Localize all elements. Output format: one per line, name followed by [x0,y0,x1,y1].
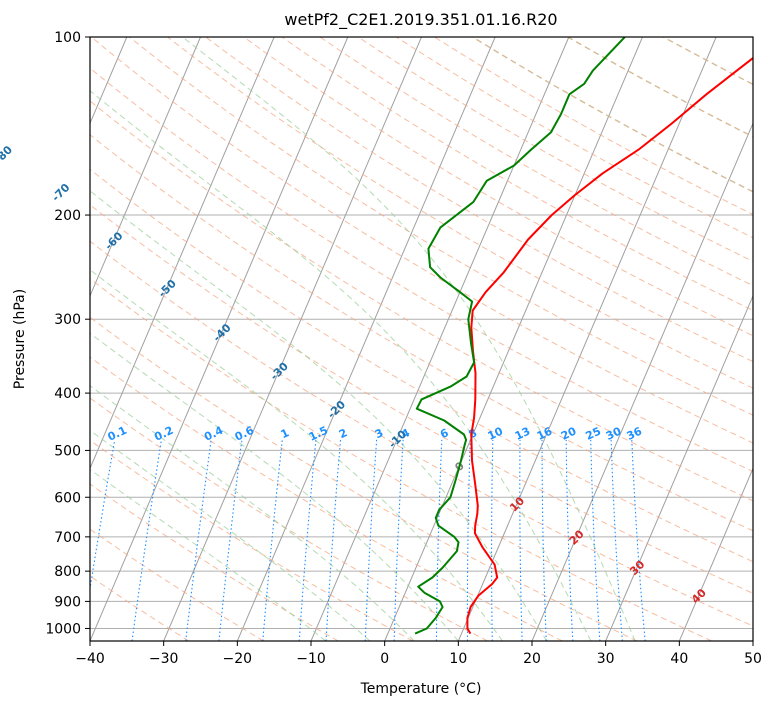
x-tick-label: 20 [523,651,541,667]
mixing-ratio-label: 30 [604,424,624,442]
x-tick-label: 0 [380,651,389,667]
y-tick-label: 600 [54,490,81,506]
isotherm-line [90,37,201,298]
mixing-ratio-line [590,439,601,641]
mixing-ratio-line [393,439,404,641]
x-tick-label: −10 [296,651,326,667]
mixing-ratio-line [185,439,212,641]
isotherm-line [90,37,349,641]
y-tick-label: 800 [54,564,81,580]
moist-adiabat [90,190,548,641]
background-lines [90,37,753,641]
mixing-ratio-line [325,439,342,641]
mixing-ratio-line [131,439,162,641]
mixing-ratio-line [565,439,574,641]
mixing-ratio-line [90,439,116,593]
dry-adiabat [205,37,753,363]
moist-adiabat [90,429,371,641]
isotherm-line [531,122,753,641]
temperature-profile-line [466,56,753,635]
isotherm-line [90,37,275,470]
isotherm-line [236,37,496,641]
mixing-ratio-label: 13 [513,425,532,443]
mixing-ratio-line [541,439,547,641]
y-axis-ticks: 100 200 300 400 500 600 700 800 900 1000 [45,30,90,637]
dry-adiabat [90,168,753,563]
dry-adiabat [90,204,753,594]
isotherm-line [457,37,717,641]
x-tick-label: 10 [449,651,467,667]
y-tick-label: 900 [54,594,81,610]
dry-adiabat [90,67,753,473]
y-tick-label: 500 [54,443,81,459]
mixing-ratio-label: 16 [535,424,555,442]
y-axis-label: Pressure (hPa) [12,289,28,389]
mixing-ratio-label: 25 [584,425,603,443]
y-tick-label: 1000 [45,621,81,637]
x-tick-label: 30 [597,651,615,667]
mixing-ratio-label: 20 [559,424,579,442]
isotherm-line [605,294,753,641]
dry-adiabat [90,483,339,641]
y-tick-label: 700 [54,530,81,546]
moist-adiabat [90,332,459,641]
x-tick-label: −40 [75,651,105,667]
dry-adiabat [90,356,563,641]
mixing-ratio-label: 10 [486,424,506,442]
mixing-ratio-line [298,439,317,641]
mixing-ratio-label: 36 [625,424,645,442]
dewpoint-profile-line [414,37,626,635]
plot-frame [89,36,754,642]
mixing-ratio-line [610,439,623,641]
moist-adiabat [90,90,592,641]
x-axis-label: Temperature (°C) [360,681,482,697]
mixing-ratio-line [364,439,378,641]
x-tick-label: −30 [149,651,179,667]
dry-adiabat [90,100,753,502]
x-tick-label: 40 [670,651,688,667]
mixing-ratio-line [631,439,646,641]
dry-adiabat [90,316,638,641]
dry-adiabat [129,37,753,416]
moist-adiabat [90,269,503,641]
plot-area [90,37,753,641]
dry-adiabat [90,134,753,532]
y-tick-label: 300 [54,312,81,328]
isotherm-label: -80 [0,143,15,166]
x-axis-ticks: −40 −30 −20 −10 0 10 20 30 40 50 [75,641,762,667]
isotherm-line [384,37,643,641]
isotherm-line [752,639,753,641]
isotherm-line [163,37,422,641]
y-tick-label: 100 [54,30,81,46]
series-layer [414,37,753,635]
y-tick-label: 400 [54,386,81,402]
dry-adiabat [90,439,414,641]
chart-title: wetPf2_C2E1.2019.351.01.16.R20 [284,10,557,30]
x-tick-label: −20 [223,651,253,667]
dry-adiabat [90,240,753,627]
mixing-ratio-line [262,439,283,641]
moist-adiabat [182,37,636,641]
dry-adiabat [90,37,753,444]
isotherm-line [678,467,753,641]
y-tick-label: 200 [54,208,81,224]
x-tick-label: 50 [744,651,762,667]
isotherm-label: -70 [49,181,72,204]
mixing-ratio-line [519,439,523,641]
mixing-ratio-line [218,439,243,641]
dry-adiabat [243,37,753,337]
dry-adiabat [167,37,753,389]
moist-adiabat [90,385,415,641]
